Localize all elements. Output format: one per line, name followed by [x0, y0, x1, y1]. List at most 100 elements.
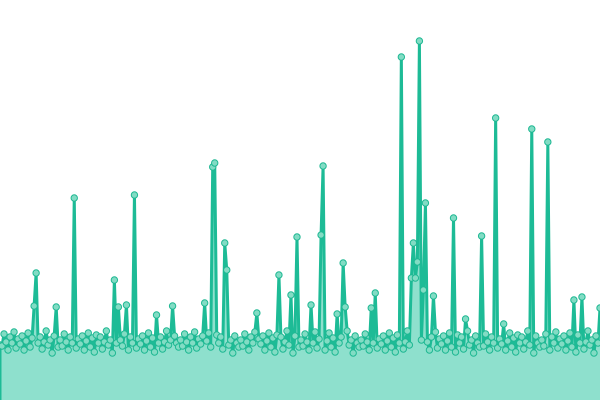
data-point-240 [477, 232, 486, 240]
data-point-192 [381, 346, 389, 354]
data-point-145 [287, 291, 295, 299]
data-point-298 [594, 339, 600, 347]
series-area [0, 41, 600, 400]
data-point-144 [285, 341, 293, 349]
data-point-7 [10, 328, 18, 336]
data-point-135 [267, 343, 275, 351]
data-point-247 [491, 114, 500, 122]
data-point-195 [387, 343, 396, 351]
data-point-210 [417, 336, 426, 344]
data-point-43 [82, 337, 90, 345]
data-point-11 [18, 332, 26, 340]
data-point-101 [198, 332, 207, 340]
data-point-87 [170, 332, 179, 340]
data-point-297 [592, 332, 600, 340]
data-point-141 [279, 345, 287, 353]
data-point-221 [439, 332, 448, 340]
data-point-104 [204, 329, 213, 337]
data-point-83 [162, 327, 171, 335]
data-point-47 [90, 348, 99, 356]
data-point-81 [158, 345, 167, 353]
data-point-194 [385, 329, 393, 337]
data-point-165 [327, 343, 335, 351]
data-point-170 [337, 333, 345, 341]
data-point-112 [221, 239, 229, 247]
data-point-197 [391, 348, 400, 356]
data-point-75 [146, 343, 155, 351]
data-point-130 [257, 340, 265, 348]
data-point-173 [343, 327, 351, 335]
data-point-180 [357, 336, 365, 344]
data-point-140 [277, 333, 285, 341]
data-point-105 [207, 343, 215, 351]
data-point-17 [30, 302, 38, 310]
data-point-290 [578, 293, 586, 301]
data-point-152 [301, 330, 309, 338]
data-point-36 [68, 339, 76, 347]
data-point-184 [365, 346, 373, 354]
data-point-176 [349, 349, 357, 357]
data-point-264 [526, 341, 534, 349]
data-point-198 [393, 331, 402, 339]
data-point-257 [512, 348, 520, 356]
data-point-253 [503, 337, 512, 345]
data-point-282 [562, 346, 570, 354]
data-point-13 [22, 337, 30, 345]
data-point-273 [544, 138, 552, 146]
data-point-61 [118, 342, 127, 350]
data-point-164 [325, 329, 333, 337]
data-point-226 [449, 214, 458, 222]
data-point-266 [530, 349, 538, 357]
data-point-57 [110, 276, 119, 284]
data-point-207 [411, 274, 420, 282]
data-point-23 [42, 327, 50, 335]
data-point-96 [188, 339, 197, 347]
data-point-284 [566, 329, 574, 337]
data-point-122 [241, 330, 249, 338]
data-point-259 [516, 339, 524, 347]
data-point-193 [383, 337, 391, 345]
data-point-231 [459, 345, 468, 353]
data-point-40 [76, 340, 84, 348]
data-point-73 [142, 337, 151, 345]
data-point-213 [423, 338, 432, 346]
data-point-252 [501, 346, 510, 354]
data-point-110 [217, 333, 225, 341]
data-point-267 [532, 332, 540, 340]
data-point-64 [124, 346, 133, 354]
data-point-206 [409, 239, 418, 247]
data-point-86 [168, 302, 177, 310]
data-point-255 [508, 343, 516, 351]
data-point-208 [413, 258, 422, 266]
data-point-233 [463, 327, 472, 335]
data-point-225 [447, 343, 456, 351]
data-point-216 [429, 292, 438, 300]
data-point-250 [497, 340, 506, 348]
data-point-111 [219, 345, 227, 353]
data-point-18 [32, 269, 40, 277]
data-point-15 [26, 343, 34, 351]
data-point-30 [56, 336, 64, 344]
data-point-97 [190, 328, 199, 336]
data-point-158 [313, 344, 321, 352]
data-point-187 [371, 289, 379, 297]
data-point-229 [455, 339, 464, 347]
data-point-90 [176, 336, 185, 344]
data-point-127 [251, 328, 259, 336]
data-point-71 [138, 332, 147, 340]
data-point-261 [520, 345, 528, 353]
data-point-183 [363, 338, 371, 346]
data-point-120 [237, 336, 245, 344]
data-point-270 [538, 336, 546, 344]
data-point-246 [489, 339, 498, 347]
data-point-10 [16, 340, 24, 348]
data-point-281 [560, 332, 568, 340]
data-point-132 [261, 346, 269, 354]
data-point-156 [309, 339, 317, 347]
data-point-6 [8, 339, 16, 347]
data-point-182 [361, 330, 369, 338]
data-point-27 [50, 332, 58, 340]
data-point-150 [297, 336, 305, 344]
data-point-172 [341, 303, 349, 311]
data-point-209 [415, 37, 424, 45]
